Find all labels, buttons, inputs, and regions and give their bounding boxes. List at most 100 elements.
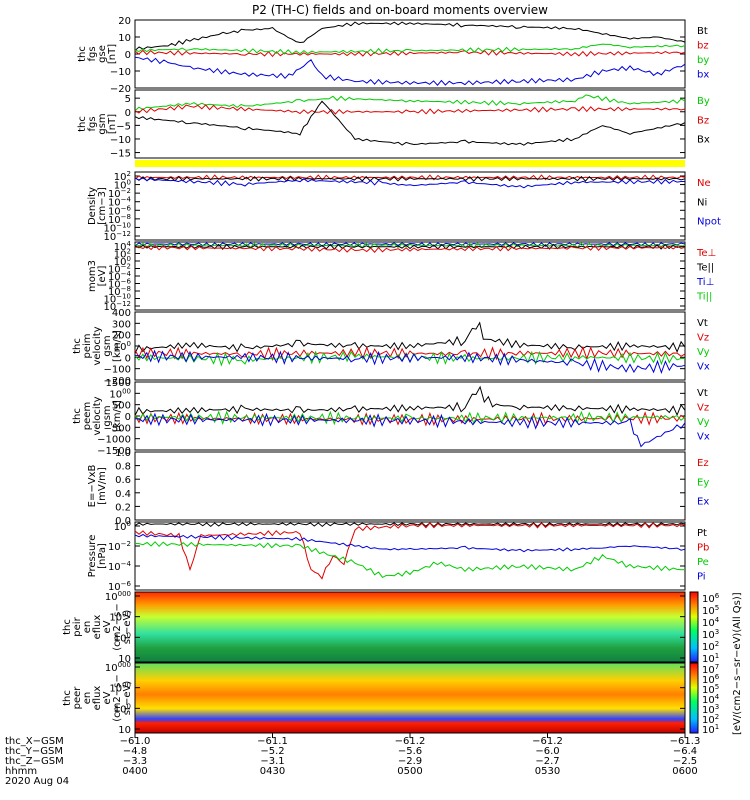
e-field-ylabel-line: E=−VxB (87, 465, 98, 508)
peem-velocity-series-green (134, 410, 686, 426)
fgs-gsm-series-green (134, 94, 686, 112)
x-axis-value: −2.7 (535, 756, 559, 767)
x-axis-value: −6.4 (673, 746, 697, 757)
x-axis-value: −3.1 (260, 756, 284, 767)
fgs-gsm-ytick-label: 0 (125, 108, 131, 119)
fgs-gse-ytick-label: 20 (118, 16, 131, 27)
e-field-legend-1: Ey (697, 477, 709, 488)
mom-temp-ytick-label: 102 (114, 248, 131, 261)
density-ytick-label: 10−12 (103, 230, 131, 243)
x-axis-row-label: 2020 Aug 04 (5, 776, 69, 787)
fgs-gse-legend-2: by (697, 55, 709, 66)
fgs-gse-series-black (134, 21, 686, 51)
peem-velocity-ytick-label: 0 (125, 412, 131, 423)
peir-spectrogram-colorbar-label: 103 (702, 628, 719, 641)
fgs-gsm-ylabel-line: [nT] (107, 114, 118, 134)
density-ytick-label: 10−10 (103, 221, 131, 234)
peim-velocity-legend-2: Vy (697, 347, 710, 358)
fgs-gse-ytick-label: 0 (125, 50, 131, 61)
fgs-gsm-panel: thc fgs gsm [nT] 5 0 −5 −10 −15 By Bz Bx (77, 89, 710, 160)
fgs-gse-ylabel-line: gse (97, 45, 108, 63)
fgs-gse-legend-3: bx (697, 70, 709, 81)
pressure-ytick-label: 10−2 (108, 540, 131, 553)
fgs-gse-legend-0: Bt (697, 26, 708, 37)
peem-velocity-legend-0: Vt (697, 388, 708, 399)
pressure-frame (134, 521, 686, 591)
peem-velocity-legend-1: Vz (697, 403, 709, 414)
x-axis-value: −2.9 (398, 756, 422, 767)
x-axis-value: −61.2 (395, 736, 426, 747)
peer-colorbar (689, 662, 699, 734)
peem-velocity-panel: thc peem velocity gsm [km/s] 150010005000−500… (72, 378, 710, 457)
fgs-gsm-ytick-label: −5 (116, 121, 131, 132)
peem-velocity-ylabel-line: thc (72, 408, 83, 424)
peem-velocity-ytick-label: 1500 (106, 378, 131, 389)
e-field-legend-2: Ex (697, 497, 709, 508)
peim-velocity-legend-0: Vt (697, 318, 708, 329)
x-axis-value: −61.0 (120, 736, 151, 747)
colorbar-title: [eV/(cm2−s−sr−eV)(All Qs)] (732, 592, 743, 735)
peim-velocity-ylabel-line: peim (82, 333, 93, 358)
peem-velocity-ytick-label: 1000 (109, 387, 131, 400)
x-axis-value: −5.6 (398, 746, 422, 757)
peem-velocity-legend-3: Vx (697, 432, 710, 443)
x-axis-value: −4.8 (123, 746, 147, 757)
peer-spectrogram-colorbar-label: 107 (702, 663, 719, 676)
peim-velocity-ytick-label: 0 (125, 353, 131, 364)
fgs-gsm-ytick-label: −10 (110, 135, 131, 146)
peim-velocity-ytick-label: 300 (112, 319, 131, 330)
pressure-series-blue (134, 533, 686, 553)
mom-temp-ytick-label: 10−12 (103, 300, 131, 313)
e-field-frame (134, 451, 686, 521)
x-axis-value: −6.0 (535, 746, 559, 757)
peer-spectrogram-ylabel-line: eV (102, 691, 113, 704)
x-axis-value: −5.2 (260, 746, 284, 757)
peer-spectrogram-ylabel-line: sr−eV) (122, 681, 133, 716)
pressure-legend-0: Pt (697, 528, 707, 539)
fgs-gse-legend-1: bz (697, 41, 709, 52)
pressure-ylabel-line: [nPa] (97, 543, 108, 569)
peim-velocity-series-blue (135, 349, 686, 374)
fgs-gsm-legend-0: By (697, 96, 710, 107)
peim-velocity-ylabel-line: velocity (92, 326, 103, 365)
fgs-gse-ytick-label: −10 (110, 67, 131, 78)
peem-velocity-ytick-label: −500 (104, 423, 131, 434)
density-legend-2: Npot (697, 217, 721, 228)
peer-spectrogram-colorbar-label: 103 (702, 703, 719, 716)
mom-temp-ylabel-line: mom3 (87, 260, 98, 292)
mom-temp-ytick-label: 104 (114, 240, 132, 253)
x-axis-row-label: hhmm (5, 766, 37, 777)
density-ytick-label: 10−2 (108, 187, 131, 200)
e-field-ytick-label: 0.8 (115, 462, 131, 473)
peim-velocity-legend-3: Vx (697, 362, 710, 373)
peer-spectrogram-ylabel-line: peer (72, 686, 83, 710)
peem-velocity-ylabel-line: velocity (92, 396, 103, 435)
peer-spectrogram-ytick-label: 10 (118, 725, 131, 736)
mom-temp-legend-0: Te⊥ (696, 248, 716, 259)
peer-spectrogram-colorbar-label: 104 (702, 693, 720, 706)
fgs-gse-series-blue (134, 56, 686, 86)
peer-spectrogram-ytick-label: 100 (114, 702, 131, 715)
peim-velocity-ytick-label: 400 (112, 308, 131, 319)
x-axis-value: 0500 (397, 766, 422, 777)
peer-spectrogram-colorbar-label: 105 (702, 683, 719, 696)
density-ytick-label: 10−4 (108, 196, 132, 209)
density-ytick-label: 10−6 (108, 204, 132, 217)
peir-spectrogram-ylabel-line: en (82, 621, 93, 634)
fgs-gsm-frame (134, 89, 686, 159)
density-frame (134, 171, 686, 241)
pressure-series-red (134, 522, 686, 580)
fgs-gsm-series-red (134, 104, 686, 115)
pressure-series-green (134, 541, 686, 579)
pressure-ytick-label: 10−6 (108, 580, 132, 593)
peim-velocity-ylabel-line: gsm (102, 335, 113, 356)
peir-spectrogram-ytick-label: 1000 (109, 611, 131, 624)
peir-spectrogram-ylabel-line: eflux (92, 615, 103, 640)
fgs-gsm-ytick-label: 5 (125, 94, 131, 105)
pressure-legend-2: Pe (697, 557, 709, 568)
peim-velocity-panel: thc peim velocity gsm [km/s] 4003002001000−10… (72, 308, 710, 387)
peir-colorbar (689, 591, 699, 663)
peim-velocity-ytick-label: 100 (114, 340, 131, 353)
peer-spectrogram-ytick-label: 10000 (105, 661, 131, 674)
